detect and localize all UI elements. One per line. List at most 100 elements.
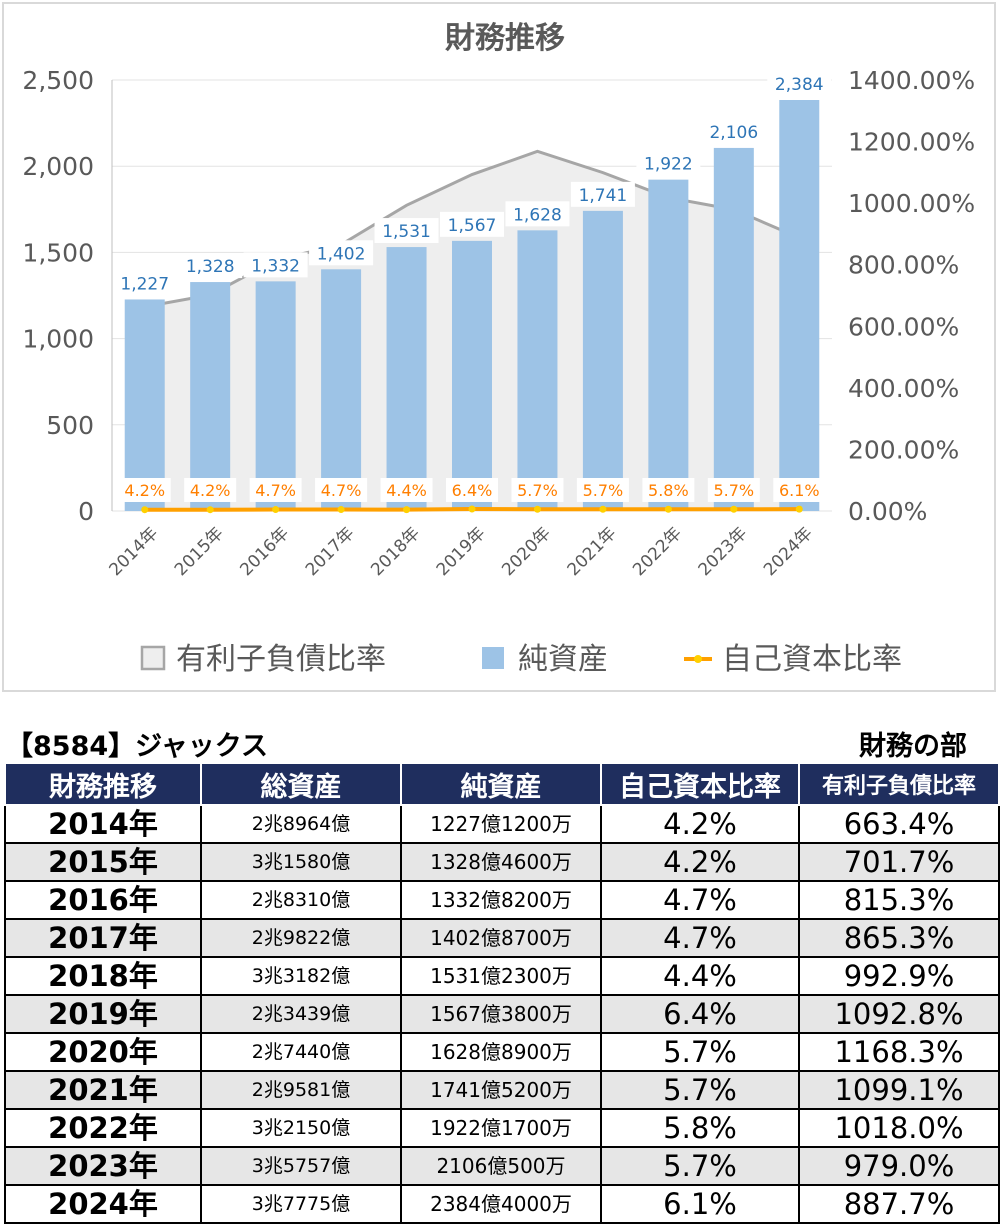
y-right-tick-label: 800.00% — [848, 251, 959, 280]
y-right-tick-label: 1200.00% — [848, 128, 975, 157]
net-assets-label: 1,922 — [644, 155, 693, 175]
ratio-label-bg — [315, 478, 368, 502]
section-caption: 財務の部 — [859, 731, 967, 762]
net-assets-bar — [452, 240, 492, 512]
net-assets-label: 1,332 — [251, 256, 300, 276]
cell-equity-ratio: 6.1% — [600, 1184, 800, 1224]
cell-debt-ratio: 1099.1% — [798, 1070, 1000, 1110]
bar-label-bg — [440, 211, 504, 237]
x-tick-label: 2015年 — [171, 523, 228, 580]
y-left-tick-label: 1,500 — [22, 238, 94, 267]
y-right-tick-label: 1400.00% — [848, 66, 975, 95]
x-tick-label: 2023年 — [695, 523, 752, 580]
equity-ratio-label: 4.2% — [190, 481, 231, 500]
cell-debt-ratio: 701.7% — [798, 842, 1000, 882]
y-right-tick-label: 200.00% — [848, 435, 959, 464]
equity-ratio-marker — [795, 505, 803, 513]
equity-ratio-marker — [468, 505, 476, 513]
cell-net-assets: 1227億1200万 — [400, 804, 602, 844]
net-assets-label: 1,628 — [513, 205, 562, 225]
ratio-label-bg — [773, 478, 826, 502]
cell-equity-ratio: 5.8% — [600, 1108, 800, 1148]
net-assets-bar — [386, 247, 427, 511]
cell-total-assets: 3兆2150億 — [200, 1108, 402, 1148]
equity-ratio-marker — [206, 506, 214, 514]
cell-total-assets: 2兆3439億 — [200, 994, 402, 1034]
bar-label-bg — [505, 201, 570, 227]
chart-title: 財務推移 — [445, 21, 565, 56]
equity-ratio-marker — [272, 506, 280, 514]
equity-ratio-label: 5.7% — [713, 481, 754, 500]
cell-year: 2021年 — [4, 1070, 202, 1110]
table-row: 2021年 2兆9581億 1741億5200万 5.7% 1099.1% — [4, 1070, 1000, 1110]
legend-equity-ratio-marker — [694, 655, 702, 663]
x-tick-label: 2020年 — [498, 523, 555, 580]
cell-year: 2015年 — [4, 842, 202, 882]
net-assets-label: 1,227 — [120, 274, 169, 294]
cell-total-assets: 3兆1580億 — [200, 842, 402, 882]
ratio-label-bg — [118, 478, 171, 502]
header-debt-ratio: 有利子負債比率 — [798, 762, 1000, 806]
cell-year: 2018年 — [4, 956, 202, 996]
x-tick-label: 2016年 — [236, 523, 293, 580]
bar-label-bg — [374, 218, 439, 244]
header-net-assets: 純資産 — [400, 762, 602, 806]
cell-equity-ratio: 5.7% — [600, 1032, 800, 1072]
cell-debt-ratio: 1092.8% — [798, 994, 1000, 1034]
cell-net-assets: 1402億8700万 — [400, 918, 602, 958]
cell-total-assets: 2兆8964億 — [200, 804, 402, 844]
ratio-label-bg — [511, 478, 564, 502]
net-assets-bar — [321, 269, 362, 511]
ratio-label-bg — [249, 478, 302, 502]
cell-total-assets: 2兆8310億 — [200, 880, 402, 920]
ratio-label-bg — [642, 478, 695, 502]
cell-equity-ratio: 5.7% — [600, 1070, 800, 1110]
cell-total-assets: 3兆5757億 — [200, 1146, 402, 1186]
x-tick-label: 2018年 — [367, 523, 424, 580]
cell-total-assets: 3兆7775億 — [200, 1184, 402, 1224]
cell-year: 2019年 — [4, 994, 202, 1034]
ratio-label-bg — [380, 478, 433, 502]
table-row: 2022年 3兆2150億 1922億1700万 5.8% 1018.0% — [4, 1108, 1000, 1148]
net-assets-label: 1,531 — [382, 222, 431, 242]
net-assets-label: 1,567 — [448, 216, 497, 236]
net-assets-bar — [713, 147, 754, 511]
cell-year: 2022年 — [4, 1108, 202, 1148]
cell-net-assets: 1332億8200万 — [400, 880, 602, 920]
cell-equity-ratio: 4.2% — [600, 842, 800, 882]
y-left-tick-label: 0 — [78, 497, 94, 526]
cell-year: 2024年 — [4, 1184, 202, 1224]
header-equity-ratio: 自己資本比率 — [600, 762, 800, 806]
cell-net-assets: 1628億8900万 — [400, 1032, 602, 1072]
x-tick-label: 2014年 — [106, 523, 163, 580]
cell-total-assets: 2兆9581億 — [200, 1070, 402, 1110]
equity-ratio-label: 6.1% — [779, 481, 820, 500]
ratio-label-bg — [184, 478, 237, 502]
cell-debt-ratio: 992.9% — [798, 956, 1000, 996]
ratio-label-bg — [707, 478, 760, 502]
cell-net-assets: 1922億1700万 — [400, 1108, 602, 1148]
table-row: 2019年 2兆3439億 1567億3800万 6.4% 1092.8% — [4, 994, 1000, 1034]
cell-year: 2014年 — [4, 804, 202, 844]
chart-panel: 財務推移 1,227 1,328 1,332 1,402 1,531 1,567 1,628 1… — [2, 2, 996, 692]
cell-total-assets: 3兆3182億 — [200, 956, 402, 996]
equity-ratio-label: 5.8% — [648, 481, 689, 500]
x-tick-label: 2021年 — [564, 523, 621, 580]
net-assets-label: 2,106 — [709, 123, 758, 143]
y-right-tick-label: 400.00% — [848, 374, 959, 403]
equity-ratio-label: 4.4% — [386, 481, 427, 500]
net-assets-bar — [582, 210, 623, 511]
cell-total-assets: 2兆9822億 — [200, 918, 402, 958]
legend-net-assets-swatch — [482, 647, 504, 669]
equity-ratio-marker — [141, 506, 149, 514]
net-assets-label: 2,384 — [775, 75, 824, 95]
cell-debt-ratio: 663.4% — [798, 804, 1000, 844]
cell-equity-ratio: 4.4% — [600, 956, 800, 996]
table-row: 2014年 2兆8964億 1227億1200万 4.2% 663.4% — [4, 804, 1000, 844]
y-left-tick-label: 2,000 — [22, 152, 94, 181]
net-assets-label: 1,741 — [579, 186, 628, 206]
cell-equity-ratio: 5.7% — [600, 1146, 800, 1186]
net-assets-bar — [255, 281, 296, 511]
y-right-tick-label: 1000.00% — [848, 189, 975, 218]
equity-ratio-label: 6.4% — [452, 481, 493, 500]
